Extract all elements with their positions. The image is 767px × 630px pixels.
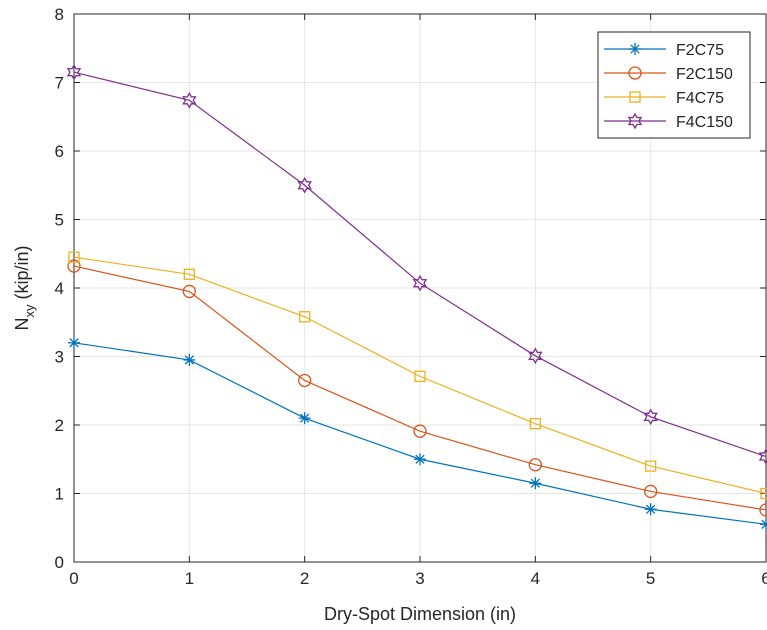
data-point [413, 424, 427, 438]
data-point [414, 453, 426, 466]
legend-item: F2C75 [604, 42, 724, 59]
data-point [758, 448, 767, 465]
x-tick-label: 4 [531, 569, 540, 588]
legend-label: F4C75 [676, 90, 724, 107]
y-tick-label: 2 [55, 416, 64, 435]
marker-stroke [415, 454, 425, 464]
series-line [73, 265, 767, 511]
legend-item: F4C150 [604, 112, 733, 131]
data-point [644, 484, 658, 499]
y-tick-label: 8 [55, 5, 64, 24]
data-point [67, 259, 81, 273]
legend-marker [629, 91, 641, 103]
data-point [183, 268, 195, 280]
data-point [643, 408, 658, 426]
plot-frame [73, 13, 767, 563]
data-point [529, 477, 542, 490]
marker-stroke [69, 338, 79, 348]
marker-stroke [184, 355, 194, 365]
series-line [73, 256, 767, 495]
series-line [73, 71, 767, 458]
data-point [760, 518, 767, 531]
y-tick-label: 4 [55, 279, 64, 298]
x-tick-label: 6 [761, 569, 767, 588]
data-point [528, 458, 542, 472]
legend-item: F2C150 [604, 66, 733, 83]
y-axis-label-subscript: xy [22, 304, 37, 318]
data-point [759, 503, 767, 517]
marker-stroke [530, 478, 540, 488]
legend-marker [628, 66, 642, 80]
data-point [183, 353, 196, 366]
data-point [645, 460, 657, 472]
data-point [66, 63, 82, 81]
x-axis-label: Dry-Spot Dimension (in) [324, 604, 516, 624]
tick-labels: 0 1 2 3 4 5 6 0 1 2 3 4 5 6 7 8 [55, 5, 767, 588]
data-point [298, 412, 311, 425]
x-tick-label: 1 [185, 569, 194, 588]
data-point [412, 274, 428, 292]
legend-label: F2C75 [676, 42, 724, 59]
series-lines [66, 63, 767, 531]
y-tick-label: 3 [55, 348, 64, 367]
x-tick-label: 3 [415, 569, 424, 588]
series-f2c75 [68, 336, 767, 531]
marker-stroke [646, 504, 656, 514]
marker-stroke [300, 413, 310, 423]
y-tick-label: 6 [55, 142, 64, 161]
marker-stroke [630, 44, 640, 54]
data-point [414, 370, 426, 383]
data-point [644, 503, 657, 516]
y-tick-label: 7 [55, 74, 64, 93]
legend-marker [629, 43, 641, 55]
data-point [182, 284, 196, 299]
data-point [68, 336, 80, 349]
data-point [299, 311, 311, 323]
series-f4c150 [66, 63, 767, 465]
legend-box [597, 31, 751, 139]
y-axis-label: Nxy (kip/in) [12, 245, 37, 330]
data-point [529, 417, 541, 430]
legend-item: F4C75 [604, 90, 724, 107]
y-tick-label: 1 [55, 485, 64, 504]
data-point [760, 487, 767, 500]
axis-frame [73, 13, 767, 563]
y-tick-label: 5 [55, 211, 64, 230]
data-point [298, 373, 312, 388]
x-tick-label: 2 [300, 569, 309, 588]
data-point [528, 347, 543, 365]
legend-label: F4C150 [676, 114, 733, 131]
x-tick-label: 5 [646, 569, 655, 588]
series-f2c150 [67, 259, 767, 517]
legend: F2C75 F2C150 F4C75 F4C150 [597, 31, 751, 139]
data-point [182, 91, 197, 109]
y-tick-label: 0 [55, 553, 64, 572]
y-axis-label-rest: (kip/in) [12, 245, 32, 304]
legend-label: F2C150 [676, 66, 733, 83]
series-f4c75 [68, 251, 767, 500]
x-tick-label: 0 [69, 569, 78, 588]
legend-marker [627, 112, 643, 130]
data-point [297, 176, 312, 194]
y-axis-label-base: N [12, 318, 32, 331]
marker-stroke [761, 522, 767, 529]
data-point [68, 251, 80, 263]
